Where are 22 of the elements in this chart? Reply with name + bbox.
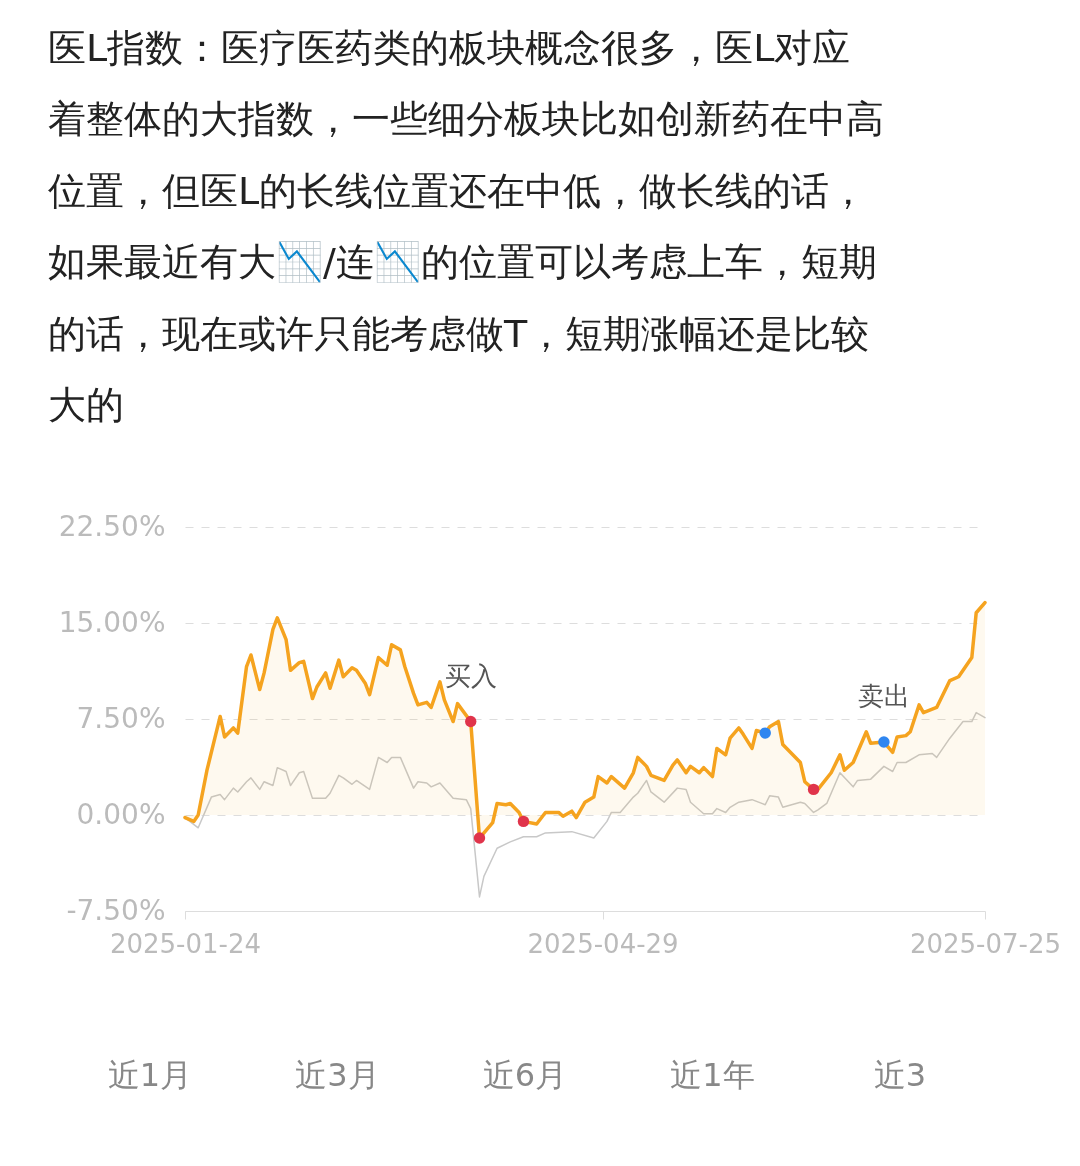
y-tick-label: 7.50% <box>76 701 166 735</box>
text: 近6月 <box>482 1056 568 1094</box>
text: 近1月 <box>107 1056 193 1094</box>
point <box>517 815 530 828</box>
text: 近3月 <box>295 1056 380 1094</box>
annotation: 卖出 <box>857 681 910 712</box>
point <box>807 783 820 796</box>
point <box>473 832 486 844</box>
text: 近3 <box>873 1056 927 1094</box>
point <box>878 736 890 748</box>
y-tick-label: 0.00% <box>76 797 166 831</box>
text: 近1年 <box>670 1056 755 1094</box>
y-tick-label: -7.50% <box>66 893 166 927</box>
y-tick-label: 22.50% <box>58 509 166 543</box>
x-tick-label: 2025-07-25 <box>909 928 1062 959</box>
x-tick-label: 2025-01-24 <box>109 928 262 959</box>
chart-title: 医L指数：医疗医药类的板块概念很多，医L对应着整体的大指数，一些细分板块比如创新药在中高位置，但医L的长线位置还在中低，做长线的话，如果最近有大📉/连📉的位置可以考虑上车，短期的话，现在或许只能考虑做T，短期涨幅还是比较大的 <box>48 26 884 427</box>
point <box>465 715 477 728</box>
y-tick-label: 15.00% <box>58 605 166 639</box>
x-tick-label: 2025-04-29 <box>527 928 679 959</box>
point <box>759 727 771 739</box>
annotation: 买入 <box>444 660 497 691</box>
